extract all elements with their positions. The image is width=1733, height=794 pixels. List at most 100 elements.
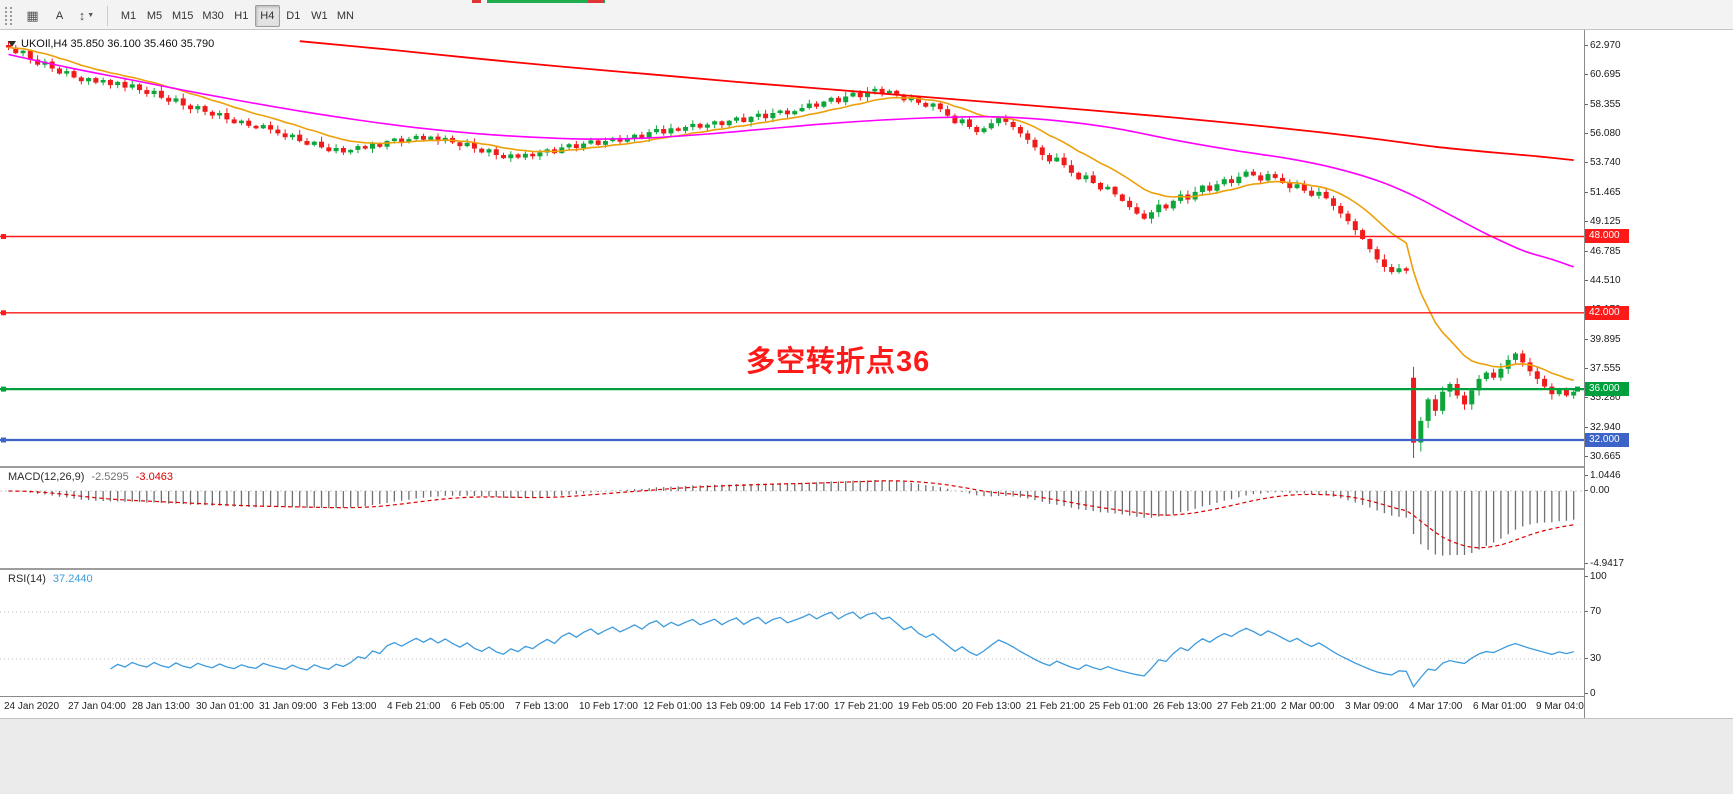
annotation-text[interactable]: 多空转折点36 <box>746 346 931 378</box>
time-axis-label: 30 Jan 01:00 <box>196 701 254 712</box>
chevron-down-icon: ▼ <box>87 12 95 19</box>
panel-divider[interactable] <box>0 696 1733 697</box>
rsi-panel[interactable]: RSI(14) 37.2440 <box>0 570 1733 696</box>
time-axis-label: 27 Jan 04:00 <box>68 701 126 712</box>
hlines-group <box>0 234 1584 443</box>
time-axis-label: 25 Feb 01:00 <box>1089 701 1148 712</box>
rsi-value: 37.2440 <box>52 573 93 585</box>
price-tag-48.000: 48.000 <box>1585 229 1629 243</box>
time-axis-label: 4 Feb 21:00 <box>387 701 441 712</box>
chart-title: UKOIl,H4 35.850 36.100 35.460 35.790 <box>8 38 214 50</box>
timeframe-button-m1[interactable]: M1 <box>120 9 137 22</box>
macd-canvas[interactable] <box>0 468 1584 568</box>
time-axis-label: 4 Mar 17:00 <box>1409 701 1463 712</box>
macd-axis-label: -4.9417 <box>1584 558 1624 569</box>
price-axis-label: 37.555 <box>1584 363 1621 374</box>
rsi-axis-label: 100 <box>1584 571 1607 582</box>
time-axis-label: 9 Mar 04:00 <box>1536 701 1590 712</box>
time-axis-label: 14 Feb 17:00 <box>770 701 829 712</box>
panel-divider[interactable] <box>0 568 1733 570</box>
time-axis-label: 10 Feb 17:00 <box>579 701 638 712</box>
macd-axis-label: 0.00 <box>1583 485 1610 496</box>
price-axis-label: 46.785 <box>1584 246 1621 257</box>
price-tag-42.000: 42.000 <box>1585 306 1629 320</box>
panel-divider[interactable] <box>0 466 1733 468</box>
time-axis-label: 6 Feb 05:00 <box>451 701 505 712</box>
rsi-line <box>110 611 1574 689</box>
price-axis-label: 39.895 <box>1584 334 1621 345</box>
rsi-canvas[interactable] <box>0 570 1584 696</box>
timeframe-button-m30[interactable]: M30 <box>202 9 224 22</box>
time-axis-label: 7 Feb 13:00 <box>515 701 569 712</box>
price-axis-label: 56.080 <box>1584 128 1621 139</box>
time-axis-label: 19 Feb 05:00 <box>898 701 957 712</box>
chart-title-text: UKOIl,H4 35.850 36.100 35.460 35.790 <box>21 38 215 50</box>
tick-chart-button[interactable]: ▦ <box>20 5 45 27</box>
macd-main-value: -2.5295 <box>91 471 129 483</box>
time-axis-label: 28 Jan 13:00 <box>132 701 190 712</box>
symbol-marker-icon <box>8 41 16 47</box>
time-axis-label: 2 Mar 00:00 <box>1281 701 1335 712</box>
rsi-axis-label: 0 <box>1584 688 1596 699</box>
price-tag-32.000: 32.000 <box>1585 433 1629 447</box>
timeframe-button-h4[interactable]: H4 <box>254 4 280 27</box>
main-chart-panel[interactable]: UKOIl,H4 35.850 36.100 35.460 35.790 多空转… <box>0 30 1733 466</box>
toolbar-grip[interactable] <box>5 6 12 25</box>
rsi-label: RSI(14) 37.2440 <box>8 573 93 585</box>
price-tag-36.000: 36.000 <box>1585 382 1629 396</box>
rsi-axis-label: 70 <box>1583 606 1602 617</box>
toolbar: ▦ A ↕ ▼ M1 M5 M15 M30 H1 H4 D1 W1 MN <box>0 0 1733 30</box>
bottom-area <box>0 718 1733 794</box>
macd-signal-value: -3.0463 <box>135 471 174 483</box>
grid-icon: ▦ <box>26 8 39 23</box>
price-axis-label: 51.465 <box>1584 187 1621 198</box>
macd-name: MACD(12,26,9) <box>8 471 85 483</box>
macd-signal-line <box>8 480 1574 549</box>
time-axis-label: 24 Jan 2020 <box>4 701 60 712</box>
axis-separator <box>1584 30 1585 718</box>
time-axis[interactable]: 24 Jan 2020 27 Jan 04:00 28 Jan 13:00 30 Ja… <box>0 697 1733 718</box>
price-axis-label: 58.355 <box>1584 99 1621 110</box>
price-axis-label: 32.940 <box>1584 422 1621 433</box>
time-axis-label: 3 Mar 09:00 <box>1345 701 1399 712</box>
clipped-ui-artifact-red <box>472 0 481 3</box>
scale-tool-button[interactable]: ↕ ▼ <box>74 5 99 27</box>
price-axis-label: 53.740 <box>1584 157 1621 168</box>
time-axis-label: 12 Feb 01:00 <box>643 701 702 712</box>
moving-averages-group <box>8 40 1574 382</box>
macd-axis-label: 1.0446 <box>1584 470 1621 481</box>
timeframe-button-h1[interactable]: H1 <box>234 9 249 22</box>
timeframe-button-m5[interactable]: M5 <box>146 9 163 22</box>
price-axis-label: 30.665 <box>1584 451 1621 462</box>
text-tool-button[interactable]: A <box>55 9 64 22</box>
timeframe-button-mn[interactable]: MN <box>336 9 354 22</box>
time-axis-label: 20 Feb 13:00 <box>962 701 1021 712</box>
toolbar-separator <box>107 5 108 26</box>
price-axis-label: 60.695 <box>1584 69 1621 80</box>
price-axis-label: 44.510 <box>1584 275 1621 286</box>
time-axis-label: 26 Feb 13:00 <box>1153 701 1212 712</box>
rsi-name: RSI(14) <box>8 573 46 585</box>
timeframe-button-w1[interactable]: W1 <box>311 9 328 22</box>
timeframe-button-d1[interactable]: D1 <box>286 9 301 22</box>
timeframe-button-m15[interactable]: M15 <box>172 9 194 22</box>
rsi-axis-label: 30 <box>1583 653 1602 664</box>
timeframe-group: M1 M5 M15 M30 H1 H4 D1 W1 MN <box>116 4 358 27</box>
macd-label: MACD(12,26,9) -2.5295 -3.0463 <box>8 471 173 483</box>
price-axis-label: 35.280 <box>1584 392 1621 403</box>
price-axis-label: 62.970 <box>1584 40 1621 51</box>
clipped-ui-artifact-green <box>487 0 605 3</box>
price-axis-label: 49.125 <box>1584 216 1621 227</box>
candles-group <box>6 41 1577 458</box>
time-axis-label: 3 Feb 13:00 <box>323 701 377 712</box>
time-axis-label: 21 Feb 21:00 <box>1026 701 1085 712</box>
up-down-arrows-icon: ↕ <box>78 8 86 23</box>
main-chart-canvas[interactable] <box>0 30 1584 466</box>
macd-panel[interactable]: MACD(12,26,9) -2.5295 -3.0463 <box>0 468 1733 568</box>
price-scale[interactable]: 48.000 42.000 36.000 32.000 62.970 60.695 58.3… <box>1583 30 1733 718</box>
time-axis-label: 6 Mar 01:00 <box>1473 701 1527 712</box>
macd-histogram-group <box>15 480 1575 556</box>
time-axis-label: 13 Feb 09:00 <box>706 701 765 712</box>
clipped-ui-artifact-red <box>588 0 604 3</box>
